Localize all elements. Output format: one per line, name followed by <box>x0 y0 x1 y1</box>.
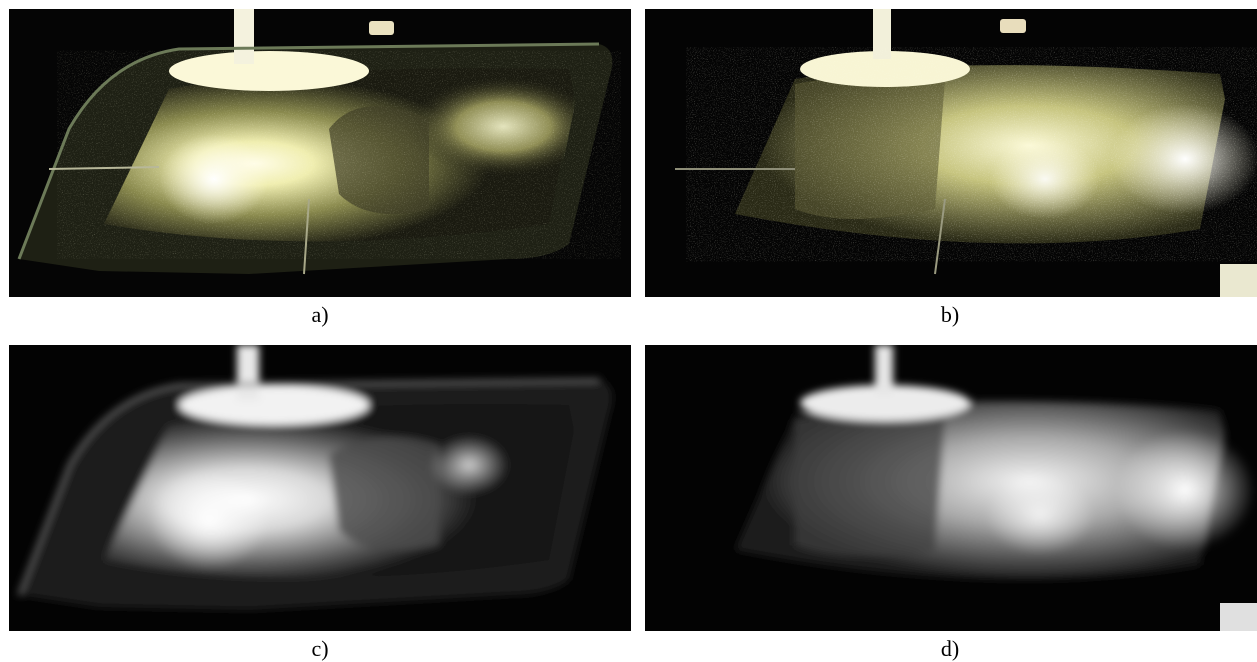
photo-panel-c <box>9 345 631 631</box>
photo-panel-b <box>645 9 1257 297</box>
caption-b: b) <box>940 302 960 327</box>
photo-panel-d <box>645 345 1257 631</box>
photo-panel-a <box>9 9 631 297</box>
caption-d: d) <box>940 636 960 661</box>
caption-a: a) <box>311 302 329 327</box>
caption-c: c) <box>311 636 329 661</box>
